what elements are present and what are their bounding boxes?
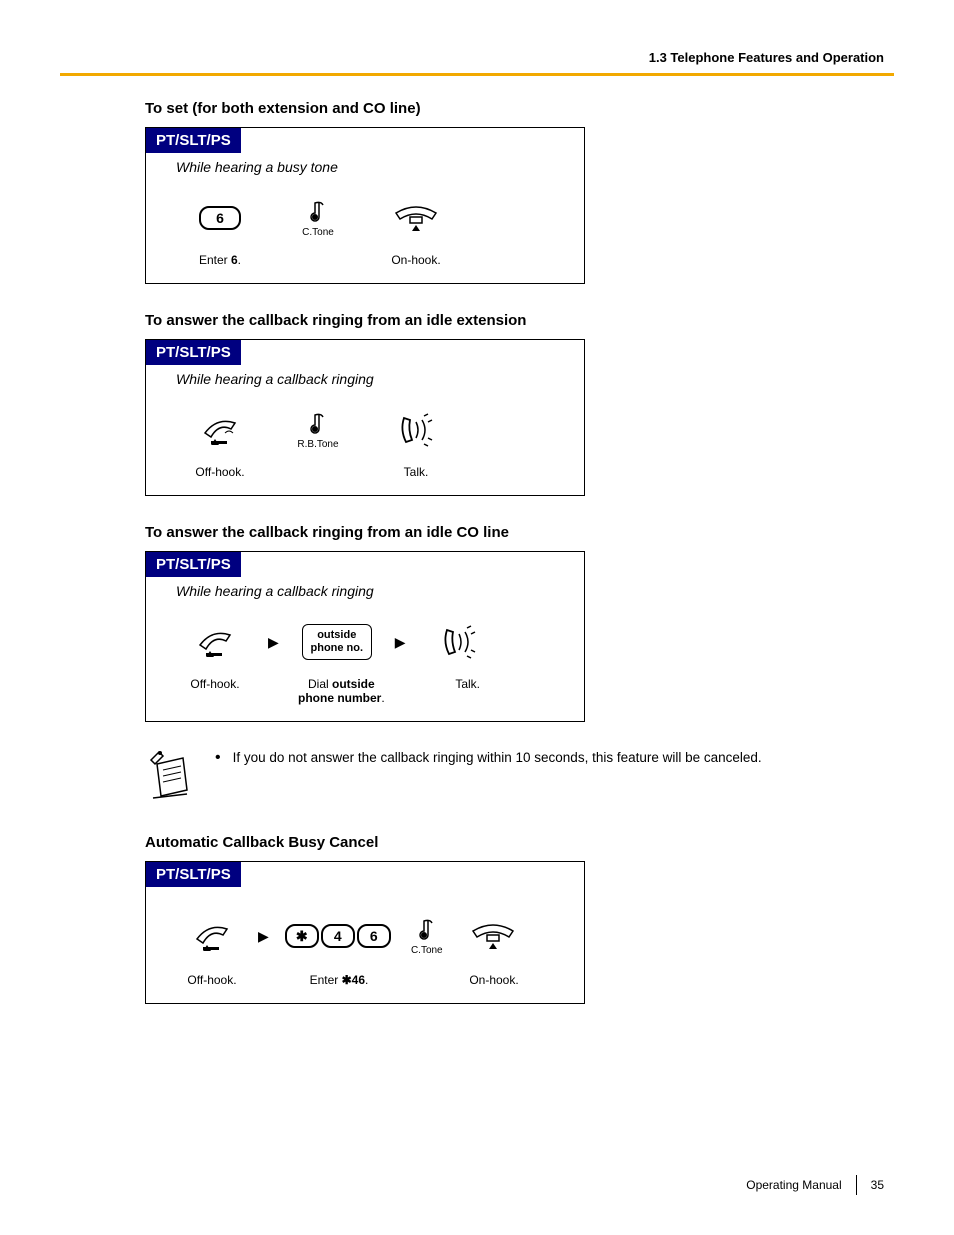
offhook-icon — [197, 413, 243, 447]
arrow-icon: ▶ — [258, 928, 269, 945]
step-caption: On-hook. — [462, 973, 526, 987]
music-note-icon — [414, 917, 440, 943]
step-caption: Enter ✱46. — [284, 973, 394, 987]
bullet: • — [215, 750, 221, 766]
step-caption: Off-hook. — [180, 973, 244, 987]
step-caption: Enter 6. — [180, 253, 260, 267]
offhook-icon — [192, 625, 238, 659]
onhook-icon — [390, 203, 442, 233]
step-caption — [288, 465, 348, 479]
procedure-box-2: PT/SLT/PS While hearing a callback ringi… — [145, 339, 585, 496]
step-caption: Off-hook. — [180, 465, 260, 479]
page-header: 1.3 Telephone Features and Operation — [60, 50, 894, 65]
key-6: 6 — [199, 206, 241, 230]
onhook-icon — [467, 921, 519, 951]
footer-divider — [856, 1175, 857, 1195]
step-caption: Talk. — [433, 677, 503, 705]
note-icon — [145, 750, 195, 806]
note-block: • If you do not answer the callback ring… — [145, 750, 925, 806]
step-caption: Dial outsidephone number. — [298, 677, 385, 705]
key-group: ✱ 4 6 — [285, 924, 391, 948]
outside-phone-box: outside phone no. — [302, 624, 373, 660]
arrow-icon: ▶ — [395, 634, 406, 651]
arrow-icon: ▶ — [268, 634, 279, 651]
tone-label: C.Tone — [411, 945, 443, 956]
procedure-condition: While hearing a busy tone — [146, 153, 584, 185]
section-title-3: To answer the callback ringing from an i… — [145, 524, 894, 541]
footer-page: 35 — [871, 1178, 884, 1192]
section-title-2: To answer the callback ringing from an i… — [145, 312, 894, 329]
key-4: 4 — [321, 924, 355, 948]
note-text: If you do not answer the callback ringin… — [233, 750, 762, 766]
procedure-tab: PT/SLT/PS — [146, 128, 241, 153]
procedure-tab: PT/SLT/PS — [146, 862, 241, 887]
talk-icon — [437, 624, 481, 660]
step-caption: Off-hook. — [180, 677, 250, 705]
tone-label: C.Tone — [302, 227, 334, 238]
key-star: ✱ — [285, 924, 319, 948]
page-footer: Operating Manual 35 — [746, 1175, 884, 1195]
procedure-box-1: PT/SLT/PS While hearing a busy tone 6 C.… — [145, 127, 585, 284]
key-6: 6 — [357, 924, 391, 948]
offhook-icon — [189, 919, 235, 953]
step-caption — [288, 253, 348, 267]
tone-label: R.B.Tone — [297, 439, 338, 450]
music-note-icon — [305, 411, 331, 437]
talk-icon — [394, 412, 438, 448]
music-note-icon — [305, 199, 331, 225]
header-rule — [60, 73, 894, 76]
footer-doc: Operating Manual — [746, 1178, 841, 1192]
step-caption: Talk. — [376, 465, 456, 479]
step-caption: On-hook. — [376, 253, 456, 267]
procedure-tab: PT/SLT/PS — [146, 340, 241, 365]
procedure-box-3: PT/SLT/PS While hearing a callback ringi… — [145, 551, 585, 722]
section-title-cancel: Automatic Callback Busy Cancel — [145, 834, 894, 851]
procedure-condition: While hearing a callback ringing — [146, 577, 584, 609]
procedure-tab: PT/SLT/PS — [146, 552, 241, 577]
section-title-1: To set (for both extension and CO line) — [145, 100, 894, 117]
procedure-condition: While hearing a callback ringing — [146, 365, 584, 397]
procedure-box-cancel: PT/SLT/PS ▶ ✱ 4 6 — [145, 861, 585, 1004]
